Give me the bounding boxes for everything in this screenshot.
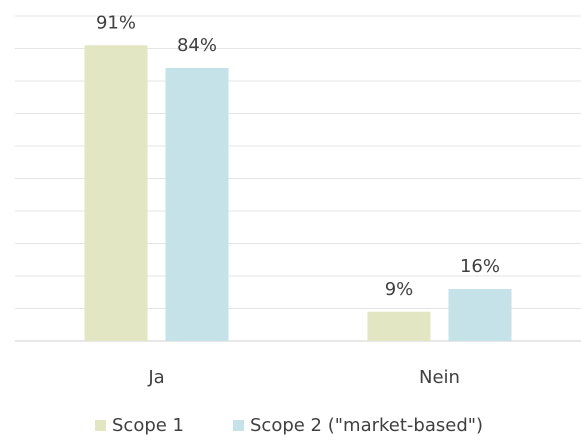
data-label: 9%: [385, 279, 414, 300]
x-tick-label: Nein: [419, 367, 460, 388]
data-label: 91%: [96, 12, 136, 33]
x-tick-label: Ja: [147, 367, 164, 388]
bar: [165, 68, 229, 341]
bar: [84, 45, 148, 341]
data-label: 84%: [177, 35, 217, 56]
bar: [448, 289, 512, 341]
legend-swatch: [95, 420, 106, 431]
legend-label: Scope 2 ("market-based"): [250, 415, 483, 436]
data-label: 16%: [460, 256, 500, 277]
bar: [367, 311, 431, 341]
legend-label: Scope 1: [112, 415, 184, 436]
legend-swatch: [233, 420, 244, 431]
